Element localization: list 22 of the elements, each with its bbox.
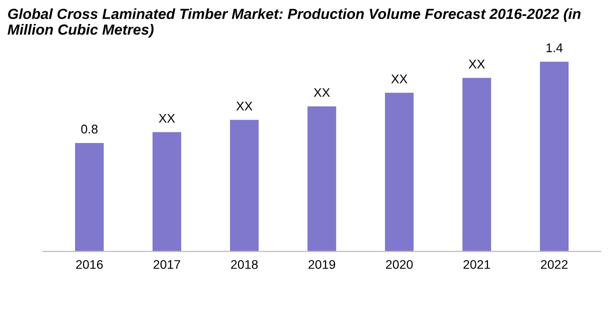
bar [462,78,492,252]
bar [384,92,414,252]
bar [152,132,182,252]
data-label: XX [391,74,408,84]
data-label: XX [158,114,175,123]
bar [230,120,259,252]
bar [307,106,336,252]
x-tick-label: 2017 [154,260,180,269]
chart-title: Global Cross Laminated Timber Market: Production Volume Forecast 2016-2022 (in Million Cubic Metres) [8,8,581,38]
data-label: XX [236,102,252,110]
x-tick-label: 2018 [231,260,258,269]
data-label: 0.8 [81,124,98,134]
data-label: XX [468,60,485,68]
x-tick-label: 2020 [386,260,413,269]
bar [540,62,569,252]
x-tick-label: 2019 [308,260,336,269]
x-tick-label: 2022 [540,260,568,269]
bar [75,142,104,252]
data-label: XX [314,88,330,97]
x-tick-label: 2021 [464,260,490,269]
data-label: 1.4 [546,43,563,52]
x-tick-label: 2016 [76,260,103,269]
